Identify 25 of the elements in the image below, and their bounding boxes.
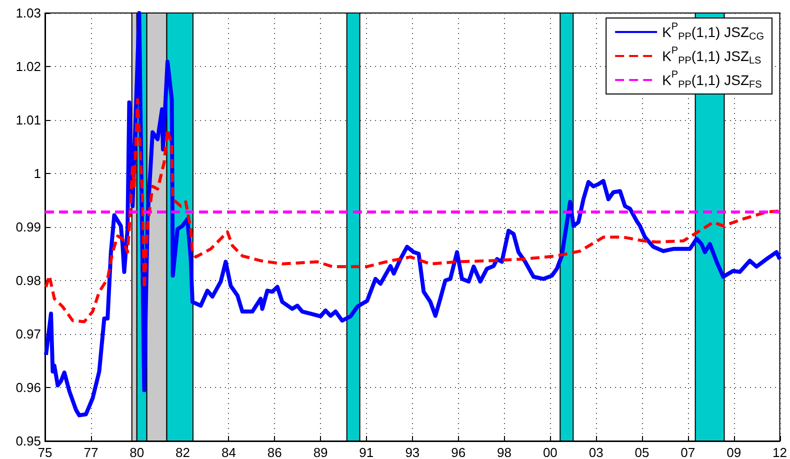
x-tick-label: 86 <box>267 445 282 459</box>
y-tick-label: 1.03 <box>16 6 41 20</box>
x-tick-label: 00 <box>542 445 558 459</box>
x-tick-label: 89 <box>313 445 328 459</box>
x-tick-label: 05 <box>634 445 650 459</box>
x-tick-label: 93 <box>405 445 420 459</box>
y-tick-label: 0.99 <box>16 220 41 234</box>
x-tick-label: 03 <box>588 445 604 459</box>
y-tick-label: 0.98 <box>16 273 41 288</box>
x-tick-label: 96 <box>451 445 466 459</box>
y-tick-label: 1.01 <box>16 112 41 128</box>
x-tick-label: 84 <box>221 445 236 459</box>
y-tick-label: 1.02 <box>16 59 41 74</box>
x-tick-label: 77 <box>84 445 98 459</box>
x-tick-label: 80 <box>130 445 144 459</box>
y-tick-label: 0.96 <box>16 380 41 395</box>
x-tick-label: 12 <box>772 445 788 459</box>
x-tick-label: 07 <box>680 445 696 459</box>
y-tick-label: 1 <box>34 166 41 181</box>
line-series <box>44 98 782 324</box>
x-tick-label: 91 <box>359 445 374 459</box>
x-tick-label: 82 <box>176 445 190 459</box>
y-tick-label: 0.97 <box>16 326 41 342</box>
x-tick-label: 98 <box>496 445 512 459</box>
x-tick-label: 09 <box>726 445 742 459</box>
